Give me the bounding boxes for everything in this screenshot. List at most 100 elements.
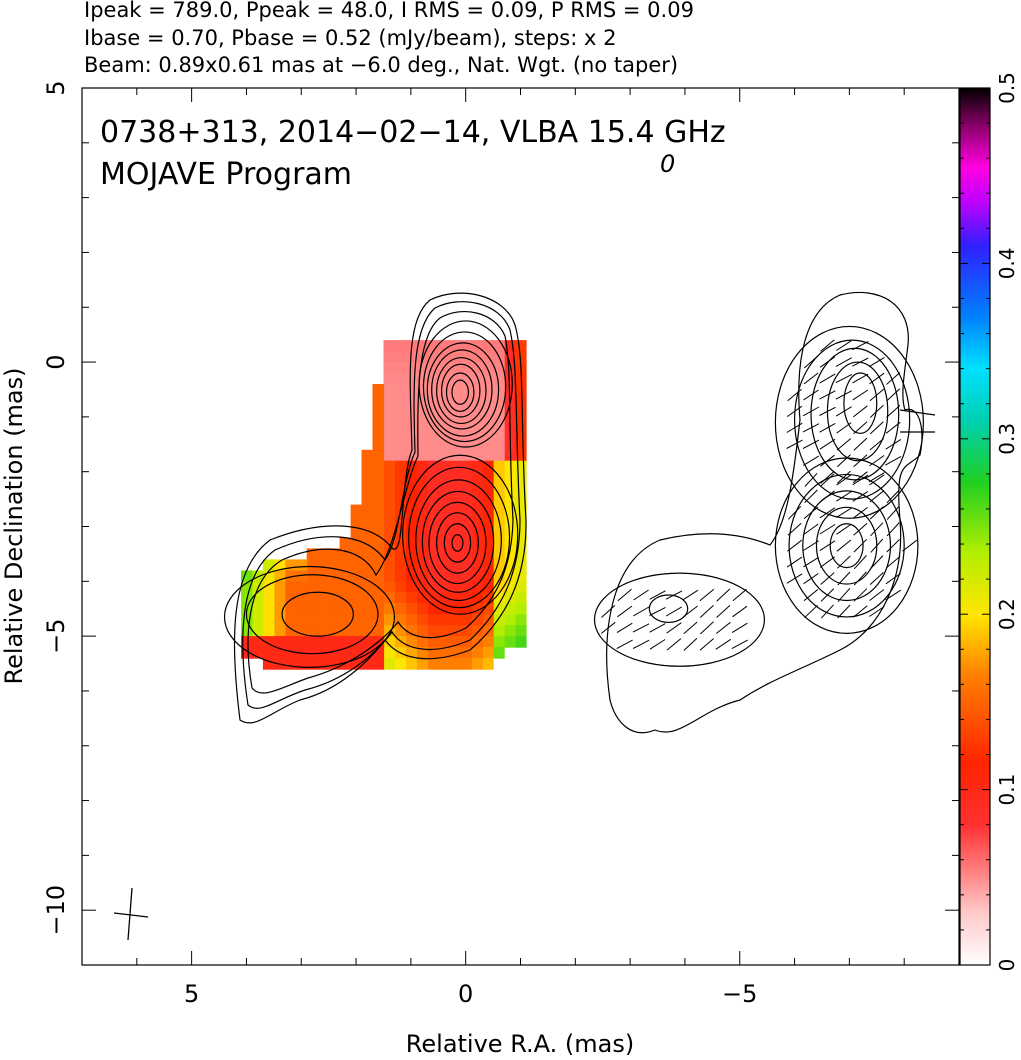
evpa-tick bbox=[787, 522, 802, 536]
pol-pixel bbox=[405, 614, 417, 626]
evpa-tick bbox=[852, 405, 868, 418]
pol-pixel bbox=[449, 526, 461, 539]
evpa-tick bbox=[870, 555, 884, 569]
evpa-tick bbox=[869, 421, 884, 435]
pol-pixel bbox=[504, 493, 516, 506]
pol-pixel bbox=[306, 570, 319, 582]
evpa-tick bbox=[649, 590, 666, 600]
pol-pixel bbox=[482, 438, 494, 451]
pol-pixel bbox=[372, 384, 385, 396]
evpa-tick bbox=[731, 622, 748, 634]
pol-pixel bbox=[328, 636, 341, 648]
pol-pixel bbox=[438, 636, 450, 648]
evpa-tick bbox=[886, 539, 900, 553]
evpa-tick bbox=[803, 540, 819, 551]
pol-pixel bbox=[405, 526, 417, 539]
pol-pixel bbox=[482, 471, 494, 484]
pol-pixel bbox=[350, 614, 363, 626]
jet-contour bbox=[451, 534, 464, 552]
pol-pixel bbox=[383, 603, 396, 615]
pol-pixel bbox=[306, 548, 319, 560]
pol-pixel bbox=[328, 614, 341, 626]
pol-pixel bbox=[394, 394, 406, 407]
pol-pixel bbox=[383, 636, 396, 648]
pol-pixel bbox=[438, 526, 450, 539]
pol-pixel bbox=[493, 504, 505, 517]
evpa-tick bbox=[786, 573, 803, 584]
pol-pixel bbox=[504, 482, 516, 495]
pol-pixel bbox=[515, 526, 527, 539]
pol-pixel bbox=[383, 449, 396, 462]
pol-pixel bbox=[284, 636, 297, 648]
evpa-tick bbox=[803, 372, 819, 385]
pol-pixel bbox=[339, 592, 352, 604]
pol-pixel bbox=[504, 636, 516, 648]
pol-pixel bbox=[438, 427, 450, 440]
pol-pixel bbox=[328, 647, 341, 659]
pol-pixel bbox=[515, 460, 527, 473]
pol-pixel bbox=[493, 460, 505, 473]
evpa-tick bbox=[649, 606, 666, 616]
pol-pixel bbox=[295, 636, 308, 648]
pol-pixel bbox=[394, 493, 406, 506]
pol-pixel bbox=[361, 570, 374, 582]
pol-pixel bbox=[262, 647, 275, 659]
evpa-tick bbox=[715, 638, 732, 650]
x-axis-label: Relative R.A. (mas) bbox=[406, 1030, 634, 1058]
evpa-tick bbox=[852, 506, 868, 519]
pol-pixel bbox=[427, 493, 439, 506]
evpa-tick bbox=[803, 523, 819, 535]
pol-pixel bbox=[493, 493, 505, 506]
evpa-tick bbox=[869, 404, 884, 418]
pol-pixel bbox=[383, 373, 396, 385]
pol-pixel bbox=[449, 373, 461, 385]
pol-pixel bbox=[493, 482, 505, 495]
pol-pixel bbox=[482, 493, 494, 506]
pol-pixel bbox=[394, 515, 406, 528]
pol-pixel bbox=[361, 537, 374, 550]
pol-pixel bbox=[295, 592, 308, 604]
pol-pixel bbox=[471, 351, 483, 363]
evpa-tick bbox=[682, 589, 699, 601]
pol-pixel bbox=[306, 636, 319, 648]
pol-pixel bbox=[449, 384, 461, 396]
pol-pixel bbox=[284, 592, 297, 604]
pol-pixel bbox=[328, 581, 341, 593]
y-tick-labels: 5 0 −5 −10 bbox=[42, 80, 70, 935]
pol-pixel bbox=[515, 504, 527, 517]
pol-pixel bbox=[361, 625, 374, 637]
pol-pixel bbox=[416, 548, 428, 560]
evpa-tick bbox=[885, 421, 901, 434]
pol-pixel bbox=[350, 592, 363, 604]
evpa-tick bbox=[869, 372, 885, 385]
pol-pixel bbox=[383, 592, 396, 604]
jet-contour bbox=[408, 466, 511, 609]
evpa-tick bbox=[853, 421, 868, 435]
jet-contour bbox=[428, 501, 487, 585]
pol-pixel bbox=[416, 581, 428, 593]
pol-pixel bbox=[460, 603, 472, 615]
pol-pixel bbox=[383, 394, 396, 407]
pol-pixel bbox=[471, 416, 483, 429]
pol-pixel bbox=[460, 548, 472, 560]
pol-pixel bbox=[405, 515, 417, 528]
pol-pixel bbox=[416, 427, 428, 440]
pol-pixel bbox=[241, 581, 253, 593]
pol-pixel bbox=[460, 647, 472, 659]
pol-pixel bbox=[306, 625, 319, 637]
pol-pixel bbox=[251, 592, 264, 604]
evpa-tick bbox=[836, 438, 852, 451]
pol-pixel bbox=[306, 614, 319, 626]
pol-pixel bbox=[460, 504, 472, 517]
pol-pixel bbox=[449, 482, 461, 495]
pol-pixel bbox=[493, 592, 505, 604]
jet-contour bbox=[443, 523, 472, 563]
pol-pixel bbox=[394, 636, 406, 648]
lobe-contour bbox=[223, 565, 396, 668]
pol-pixel bbox=[515, 449, 527, 462]
pol-pixel bbox=[394, 405, 406, 418]
pol-pixel bbox=[504, 614, 516, 626]
pol-pixel bbox=[251, 581, 264, 593]
pol-pixel bbox=[339, 537, 352, 550]
pol-pixel bbox=[471, 482, 483, 495]
